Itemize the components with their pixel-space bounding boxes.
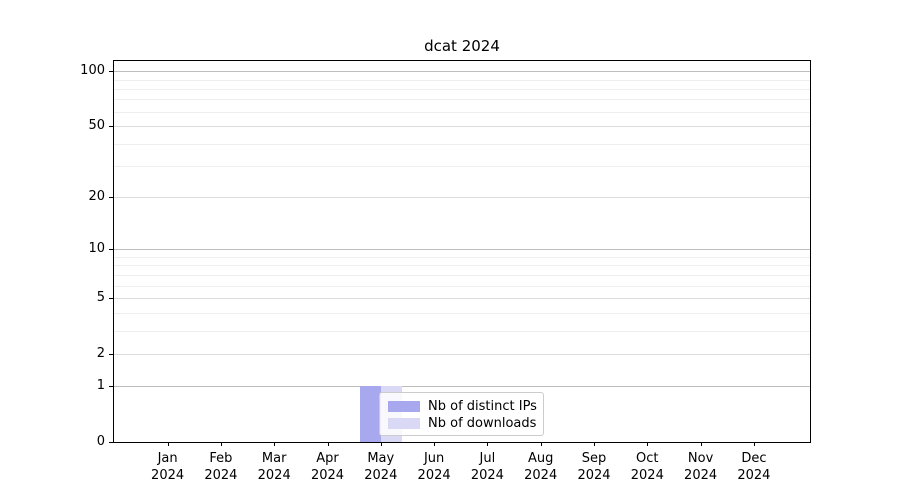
y-tick-label: 100: [80, 63, 105, 79]
y-gridline: [114, 197, 810, 199]
legend: Nb of distinct IPs Nb of downloads: [379, 392, 544, 436]
x-tick: [434, 442, 436, 446]
y-gridline: [114, 298, 810, 300]
y-tick-label: 5: [96, 290, 105, 306]
y-tick: [109, 71, 113, 73]
y-tick: [109, 249, 113, 251]
y-tick-label: 20: [88, 189, 105, 205]
x-tick-label: Apr 2024: [310, 451, 345, 483]
bar-distinct-ips: [359, 386, 381, 442]
y-tick: [109, 298, 113, 300]
y-tick: [109, 126, 113, 128]
x-tick: [274, 442, 276, 446]
x-tick: [753, 442, 755, 446]
y-tick: [109, 386, 113, 388]
y-gridline-decade: [114, 71, 810, 73]
y-gridline-minor: [114, 312, 810, 314]
y-gridline-minor: [114, 285, 810, 287]
y-tick-label: 2: [96, 345, 105, 361]
legend-item-distinct-ips: Nb of distinct IPs: [388, 398, 537, 415]
y-tick: [109, 197, 113, 199]
chart-title: dcat 2024: [424, 37, 500, 55]
y-tick-label: 0: [96, 434, 105, 449]
legend-label-downloads: Nb of downloads: [428, 416, 537, 431]
y-gridline-decade: [114, 386, 810, 388]
y-tick-label: 50: [88, 118, 105, 134]
y-gridline-minor: [114, 88, 810, 90]
x-tick: [594, 442, 595, 446]
x-tick: [167, 442, 169, 446]
y-gridline-minor: [114, 79, 810, 81]
legend-item-downloads: Nb of downloads: [388, 415, 537, 432]
x-tick-label: Jul 2024: [470, 451, 504, 483]
y-gridline-minor: [114, 330, 810, 332]
x-tick: [540, 442, 542, 446]
x-tick-label: Sep 2024: [577, 451, 611, 483]
y-gridline-minor: [114, 111, 810, 113]
x-tick-label: Jun 2024: [417, 451, 451, 483]
y-tick: [109, 353, 113, 355]
y-tick: [109, 442, 113, 443]
legend-swatch-downloads-icon: [388, 418, 420, 429]
x-tick: [487, 442, 489, 446]
y-gridline-minor: [114, 99, 810, 101]
plot-area: Nb of distinct IPs Nb of downloads 0 1 2 5 1…: [80, 60, 811, 483]
y-gridline-minor: [114, 265, 810, 267]
y-gridline-minor: [114, 256, 810, 258]
x-tick: [647, 442, 649, 446]
x-tick-label: Dec 2024: [737, 451, 771, 483]
legend-label-distinct-ips: Nb of distinct IPs: [428, 399, 537, 414]
y-gridline: [114, 353, 810, 355]
x-tick-label: Nov 2024: [684, 451, 718, 483]
x-tick: [380, 442, 382, 446]
y-gridline-minor: [114, 274, 810, 276]
x-tick: [220, 442, 222, 446]
y-gridline-minor: [114, 143, 810, 145]
y-gridline: [114, 126, 810, 128]
legend-swatch-distinct-ips-icon: [388, 401, 420, 412]
x-tick: [327, 442, 329, 446]
y-tick-label: 10: [88, 241, 105, 257]
x-tick-label: Jan 2024: [151, 451, 185, 483]
x-tick-label: Feb 2024: [204, 451, 238, 483]
y-tick-label: 1: [96, 378, 105, 394]
y-gridline-decade: [114, 249, 810, 251]
x-tick-label: May 2024: [364, 451, 398, 483]
x-tick-label: Mar 2024: [257, 451, 291, 483]
x-tick: [700, 442, 702, 446]
y-gridline-minor: [114, 166, 810, 168]
x-tick-label: Aug 2024: [524, 451, 558, 483]
x-tick-label: Oct 2024: [630, 451, 664, 483]
